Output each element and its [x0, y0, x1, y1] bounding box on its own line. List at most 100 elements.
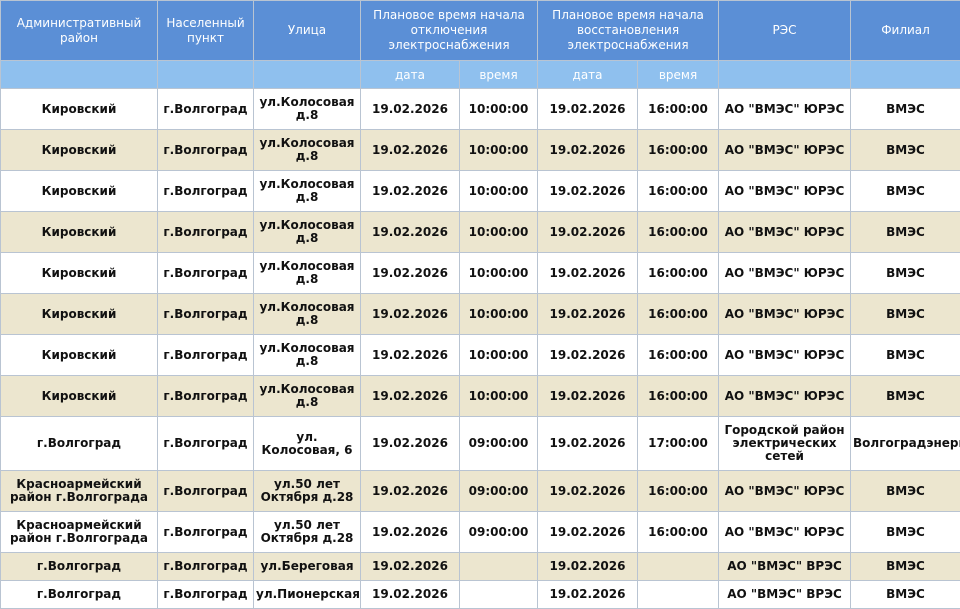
cell-street: ул.50 лет Октября д.28: [254, 512, 361, 553]
cell-district: Кировский: [1, 253, 158, 294]
cell-district: Кировский: [1, 294, 158, 335]
cell-on-date: 19.02.2026: [538, 335, 638, 376]
cell-branch: ВМЭС: [851, 376, 960, 417]
cell-district: Кировский: [1, 212, 158, 253]
header-district: Административный район: [1, 1, 158, 61]
cell-settlement: г.Волгоград: [158, 553, 254, 581]
subheader-empty: [1, 61, 158, 89]
cell-on-time: 16:00:00: [638, 171, 719, 212]
cell-street: ул.Колосовая д.8: [254, 89, 361, 130]
cell-off-date: 19.02.2026: [361, 130, 460, 171]
cell-off-time: 10:00:00: [460, 294, 538, 335]
cell-settlement: г.Волгоград: [158, 89, 254, 130]
cell-off-date: 19.02.2026: [361, 512, 460, 553]
cell-off-time: [460, 581, 538, 609]
cell-on-date: 19.02.2026: [538, 471, 638, 512]
cell-off-time: 10:00:00: [460, 130, 538, 171]
cell-street: ул.Колосовая д.8: [254, 212, 361, 253]
cell-district: Кировский: [1, 130, 158, 171]
cell-on-time: 16:00:00: [638, 335, 719, 376]
cell-on-time: 16:00:00: [638, 89, 719, 130]
cell-on-time: 16:00:00: [638, 471, 719, 512]
cell-street: ул.Колосовая д.8: [254, 130, 361, 171]
subheader-on-time: время: [638, 61, 719, 89]
cell-off-time: 09:00:00: [460, 512, 538, 553]
cell-on-time: 17:00:00: [638, 417, 719, 471]
cell-district: Кировский: [1, 89, 158, 130]
cell-settlement: г.Волгоград: [158, 512, 254, 553]
cell-settlement: г.Волгоград: [158, 335, 254, 376]
cell-off-time: 10:00:00: [460, 253, 538, 294]
cell-district: Кировский: [1, 171, 158, 212]
header-restore-time: Плановое время начала восстановления эле…: [538, 1, 719, 61]
cell-branch: ВМЭС: [851, 335, 960, 376]
subheader-off-time: время: [460, 61, 538, 89]
header-branch: Филиал: [851, 1, 960, 61]
cell-res: АО "ВМЭС" ЮРЭС: [719, 89, 851, 130]
cell-street: ул.Береговая: [254, 553, 361, 581]
cell-branch: ВМЭС: [851, 212, 960, 253]
cell-on-time: 16:00:00: [638, 212, 719, 253]
subheader-empty: [254, 61, 361, 89]
cell-branch: ВМЭС: [851, 512, 960, 553]
cell-on-date: 19.02.2026: [538, 253, 638, 294]
cell-off-date: 19.02.2026: [361, 376, 460, 417]
cell-settlement: г.Волгоград: [158, 212, 254, 253]
cell-off-date: 19.02.2026: [361, 253, 460, 294]
cell-on-date: 19.02.2026: [538, 89, 638, 130]
cell-off-date: 19.02.2026: [361, 335, 460, 376]
cell-res: АО "ВМЭС" ВРЭС: [719, 581, 851, 609]
cell-branch: ВМЭС: [851, 171, 960, 212]
cell-on-date: 19.02.2026: [538, 417, 638, 471]
subheader-off-date: дата: [361, 61, 460, 89]
cell-off-time: 10:00:00: [460, 89, 538, 130]
header-row: Административный район Населенный пункт …: [1, 1, 960, 61]
header-off-time: Плановое время начала отключения электро…: [361, 1, 538, 61]
cell-off-time: 09:00:00: [460, 417, 538, 471]
cell-on-date: 19.02.2026: [538, 512, 638, 553]
cell-street: ул.Пионерская: [254, 581, 361, 609]
cell-district: Кировский: [1, 376, 158, 417]
cell-off-time: 10:00:00: [460, 376, 538, 417]
cell-on-date: 19.02.2026: [538, 581, 638, 609]
cell-street: ул.Колосовая д.8: [254, 171, 361, 212]
cell-on-date: 19.02.2026: [538, 130, 638, 171]
cell-off-date: 19.02.2026: [361, 471, 460, 512]
cell-res: АО "ВМЭС" ЮРЭС: [719, 212, 851, 253]
cell-street: ул.Колосовая д.8: [254, 376, 361, 417]
cell-off-time: 10:00:00: [460, 335, 538, 376]
cell-on-time: 16:00:00: [638, 376, 719, 417]
cell-branch: ВМЭС: [851, 253, 960, 294]
cell-settlement: г.Волгоград: [158, 376, 254, 417]
subheader-on-date: дата: [538, 61, 638, 89]
cell-off-time: 10:00:00: [460, 171, 538, 212]
cell-res: АО "ВМЭС" ЮРЭС: [719, 171, 851, 212]
cell-off-date: 19.02.2026: [361, 581, 460, 609]
cell-branch: ВМЭС: [851, 581, 960, 609]
cell-district: г.Волгоград: [1, 581, 158, 609]
cell-settlement: г.Волгоград: [158, 130, 254, 171]
cell-branch: ВМЭС: [851, 471, 960, 512]
subheader-row: дата время дата время: [1, 61, 960, 89]
cell-res: АО "ВМЭС" ЮРЭС: [719, 130, 851, 171]
cell-res: АО "ВМЭС" ВРЭС: [719, 553, 851, 581]
cell-off-date: 19.02.2026: [361, 212, 460, 253]
cell-on-time: 16:00:00: [638, 294, 719, 335]
cell-res: АО "ВМЭС" ЮРЭС: [719, 471, 851, 512]
cell-on-date: 19.02.2026: [538, 171, 638, 212]
cell-street: ул. Колосовая, 6: [254, 417, 361, 471]
cell-branch: ВМЭС: [851, 89, 960, 130]
cell-district: Красноармейский район г.Волгограда: [1, 471, 158, 512]
cell-settlement: г.Волгоград: [158, 471, 254, 512]
